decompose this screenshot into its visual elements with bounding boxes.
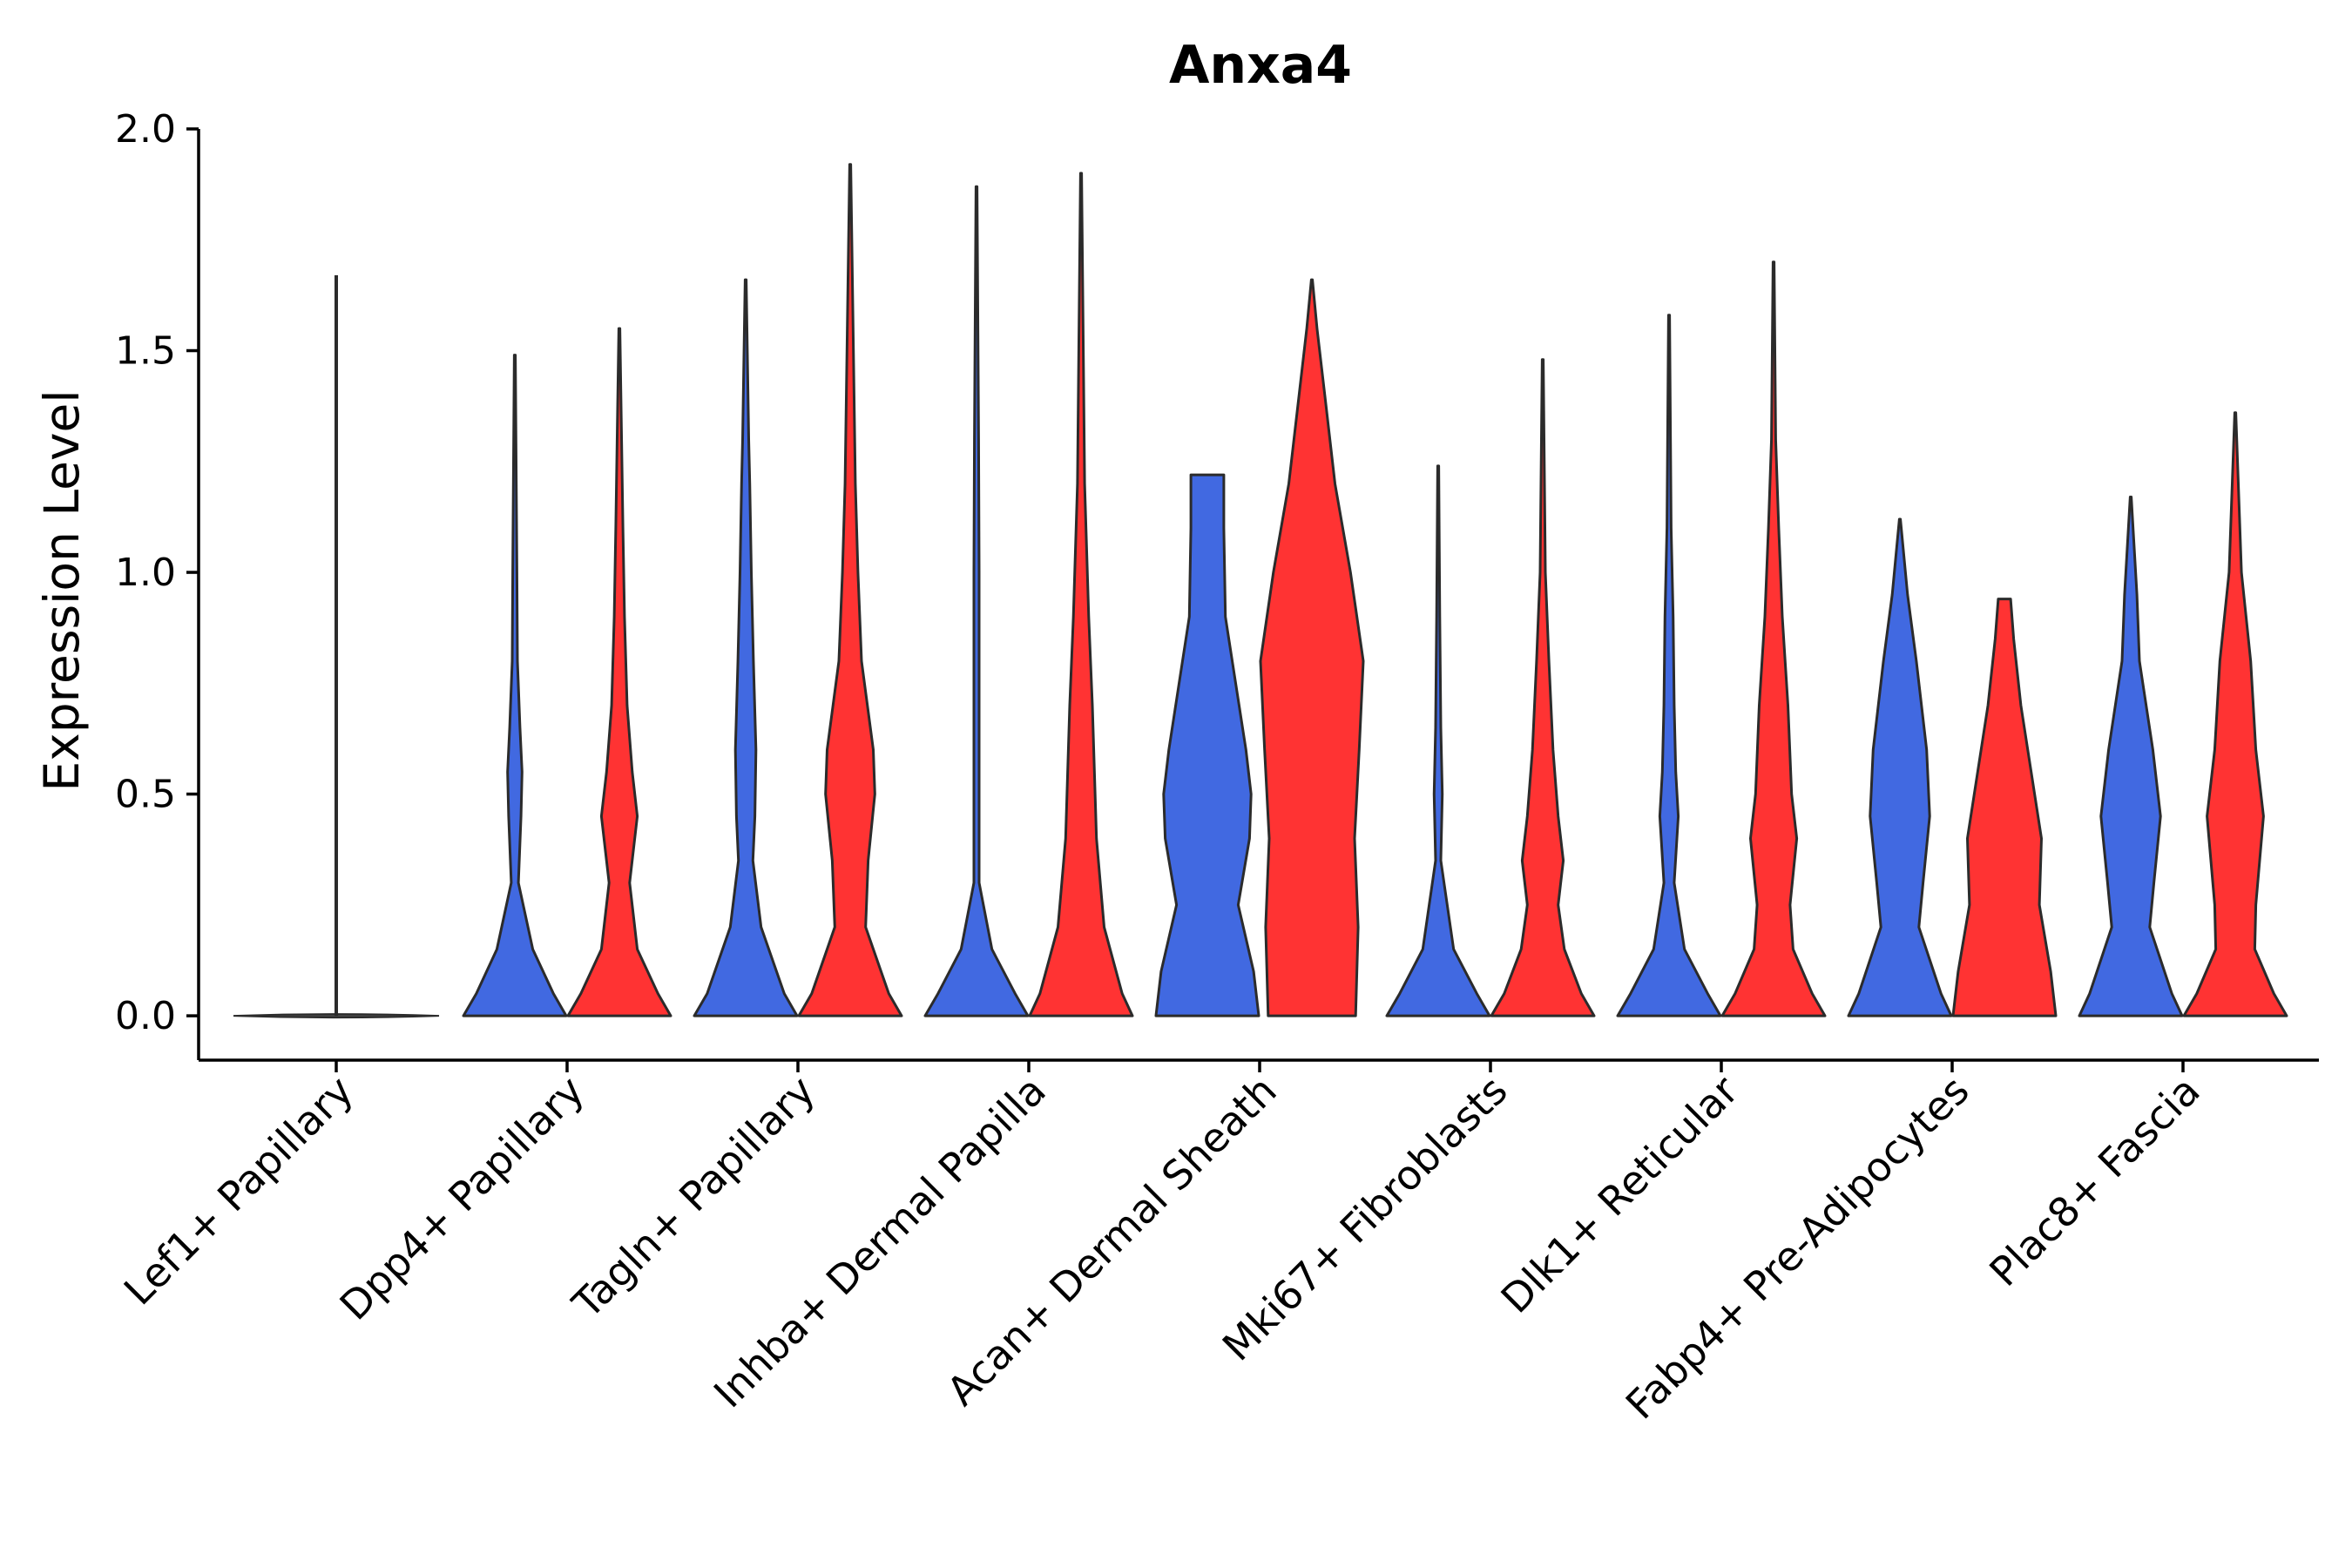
violin-red-4 [1259,278,1365,1017]
violin-blue-2 [693,278,799,1017]
y-axis: 0.0 0.5 1.0 1.5 2.0 [115,107,200,1060]
y-tick-label-4: 2.0 [115,107,176,152]
x-tick-label-1: Dpp4+ Papillary [331,1067,593,1329]
x-tick-label-8: Plac8+ Fascia [1980,1067,2208,1295]
y-tick-label-2: 1.0 [115,551,176,595]
violin-blue-6 [1616,314,1722,1017]
violin-red-2 [797,163,903,1017]
violin-red-6 [1720,260,1827,1017]
violin-blue-3 [923,185,1030,1017]
violin-blue-8 [2078,496,2184,1017]
y-tick-label-1: 0.5 [115,773,176,817]
violin-blue-1 [462,354,568,1017]
y-tick-label-0: 0.0 [115,994,176,1038]
violin-red-8 [2182,411,2288,1017]
violin-blue-4 [1154,473,1260,1017]
y-tick-label-3: 1.5 [115,329,176,374]
x-tick-label-6: Dlk1+ Reticular [1492,1067,1747,1322]
x-tick-label-0: Lef1+ Papillary [115,1067,362,1315]
chart-title: Anxa4 [1169,35,1352,96]
plot-area [233,163,2288,1019]
violin-single-0 [233,1013,440,1019]
violin-red-3 [1028,172,1134,1017]
y-axis-label: Expression Level [34,389,90,791]
violin-red-5 [1490,358,1596,1017]
x-tick-label-2: Tagln+ Papillary [563,1067,824,1328]
violin-blue-7 [1847,517,1953,1017]
violin-blue-5 [1385,464,1491,1017]
violin-red-7 [1951,598,2058,1017]
violin-red-1 [566,327,672,1017]
